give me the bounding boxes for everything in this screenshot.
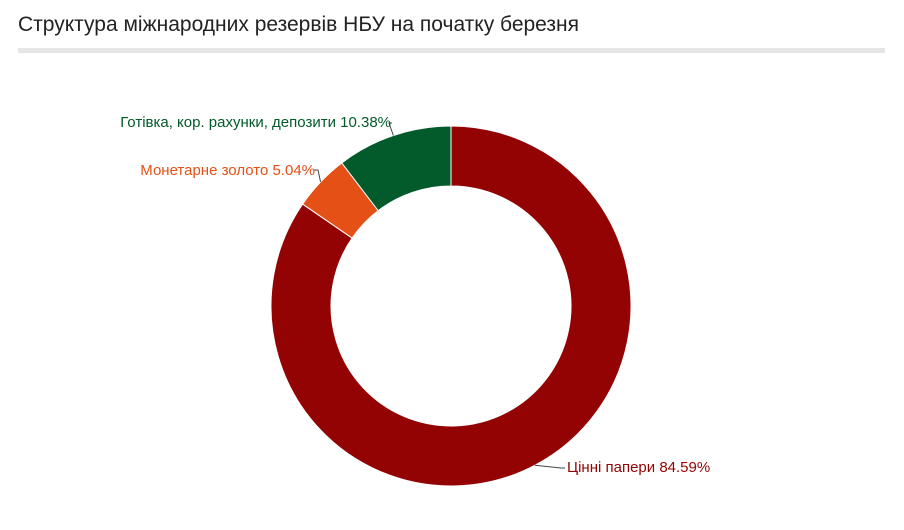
leader-line-1 — [534, 464, 565, 469]
data-label-2: Монетарне золото 5.04% — [140, 162, 315, 179]
data-label-1: Цінні папери 84.59% — [567, 459, 710, 476]
donut-slice-3 — [341, 125, 452, 212]
title-divider — [18, 48, 885, 53]
leader-line-3 — [388, 122, 394, 136]
donut-slice-1 — [270, 125, 632, 487]
data-label-3: Готівка, кор. рахунки, депозити 10.38% — [120, 114, 391, 131]
leader-line-2 — [314, 169, 322, 183]
chart-title: Структура міжнародних резервів НБУ на по… — [18, 13, 580, 36]
